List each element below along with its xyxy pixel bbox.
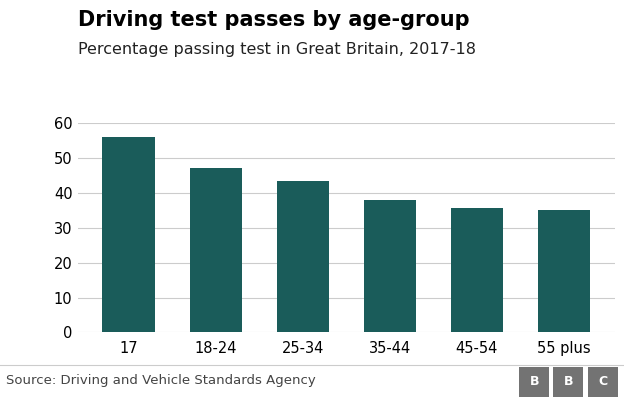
Bar: [276, 181, 329, 332]
Text: B: B: [529, 375, 539, 388]
Bar: [102, 137, 155, 332]
Bar: [538, 210, 590, 332]
Bar: [451, 208, 503, 332]
Bar: [190, 168, 241, 332]
Bar: [364, 200, 416, 332]
Text: Source: Driving and Vehicle Standards Agency: Source: Driving and Vehicle Standards Ag…: [6, 374, 316, 387]
Text: Driving test passes by age-group: Driving test passes by age-group: [78, 10, 470, 30]
Text: C: C: [598, 375, 607, 388]
Text: B: B: [563, 375, 573, 388]
Text: Percentage passing test in Great Britain, 2017-18: Percentage passing test in Great Britain…: [78, 42, 476, 57]
